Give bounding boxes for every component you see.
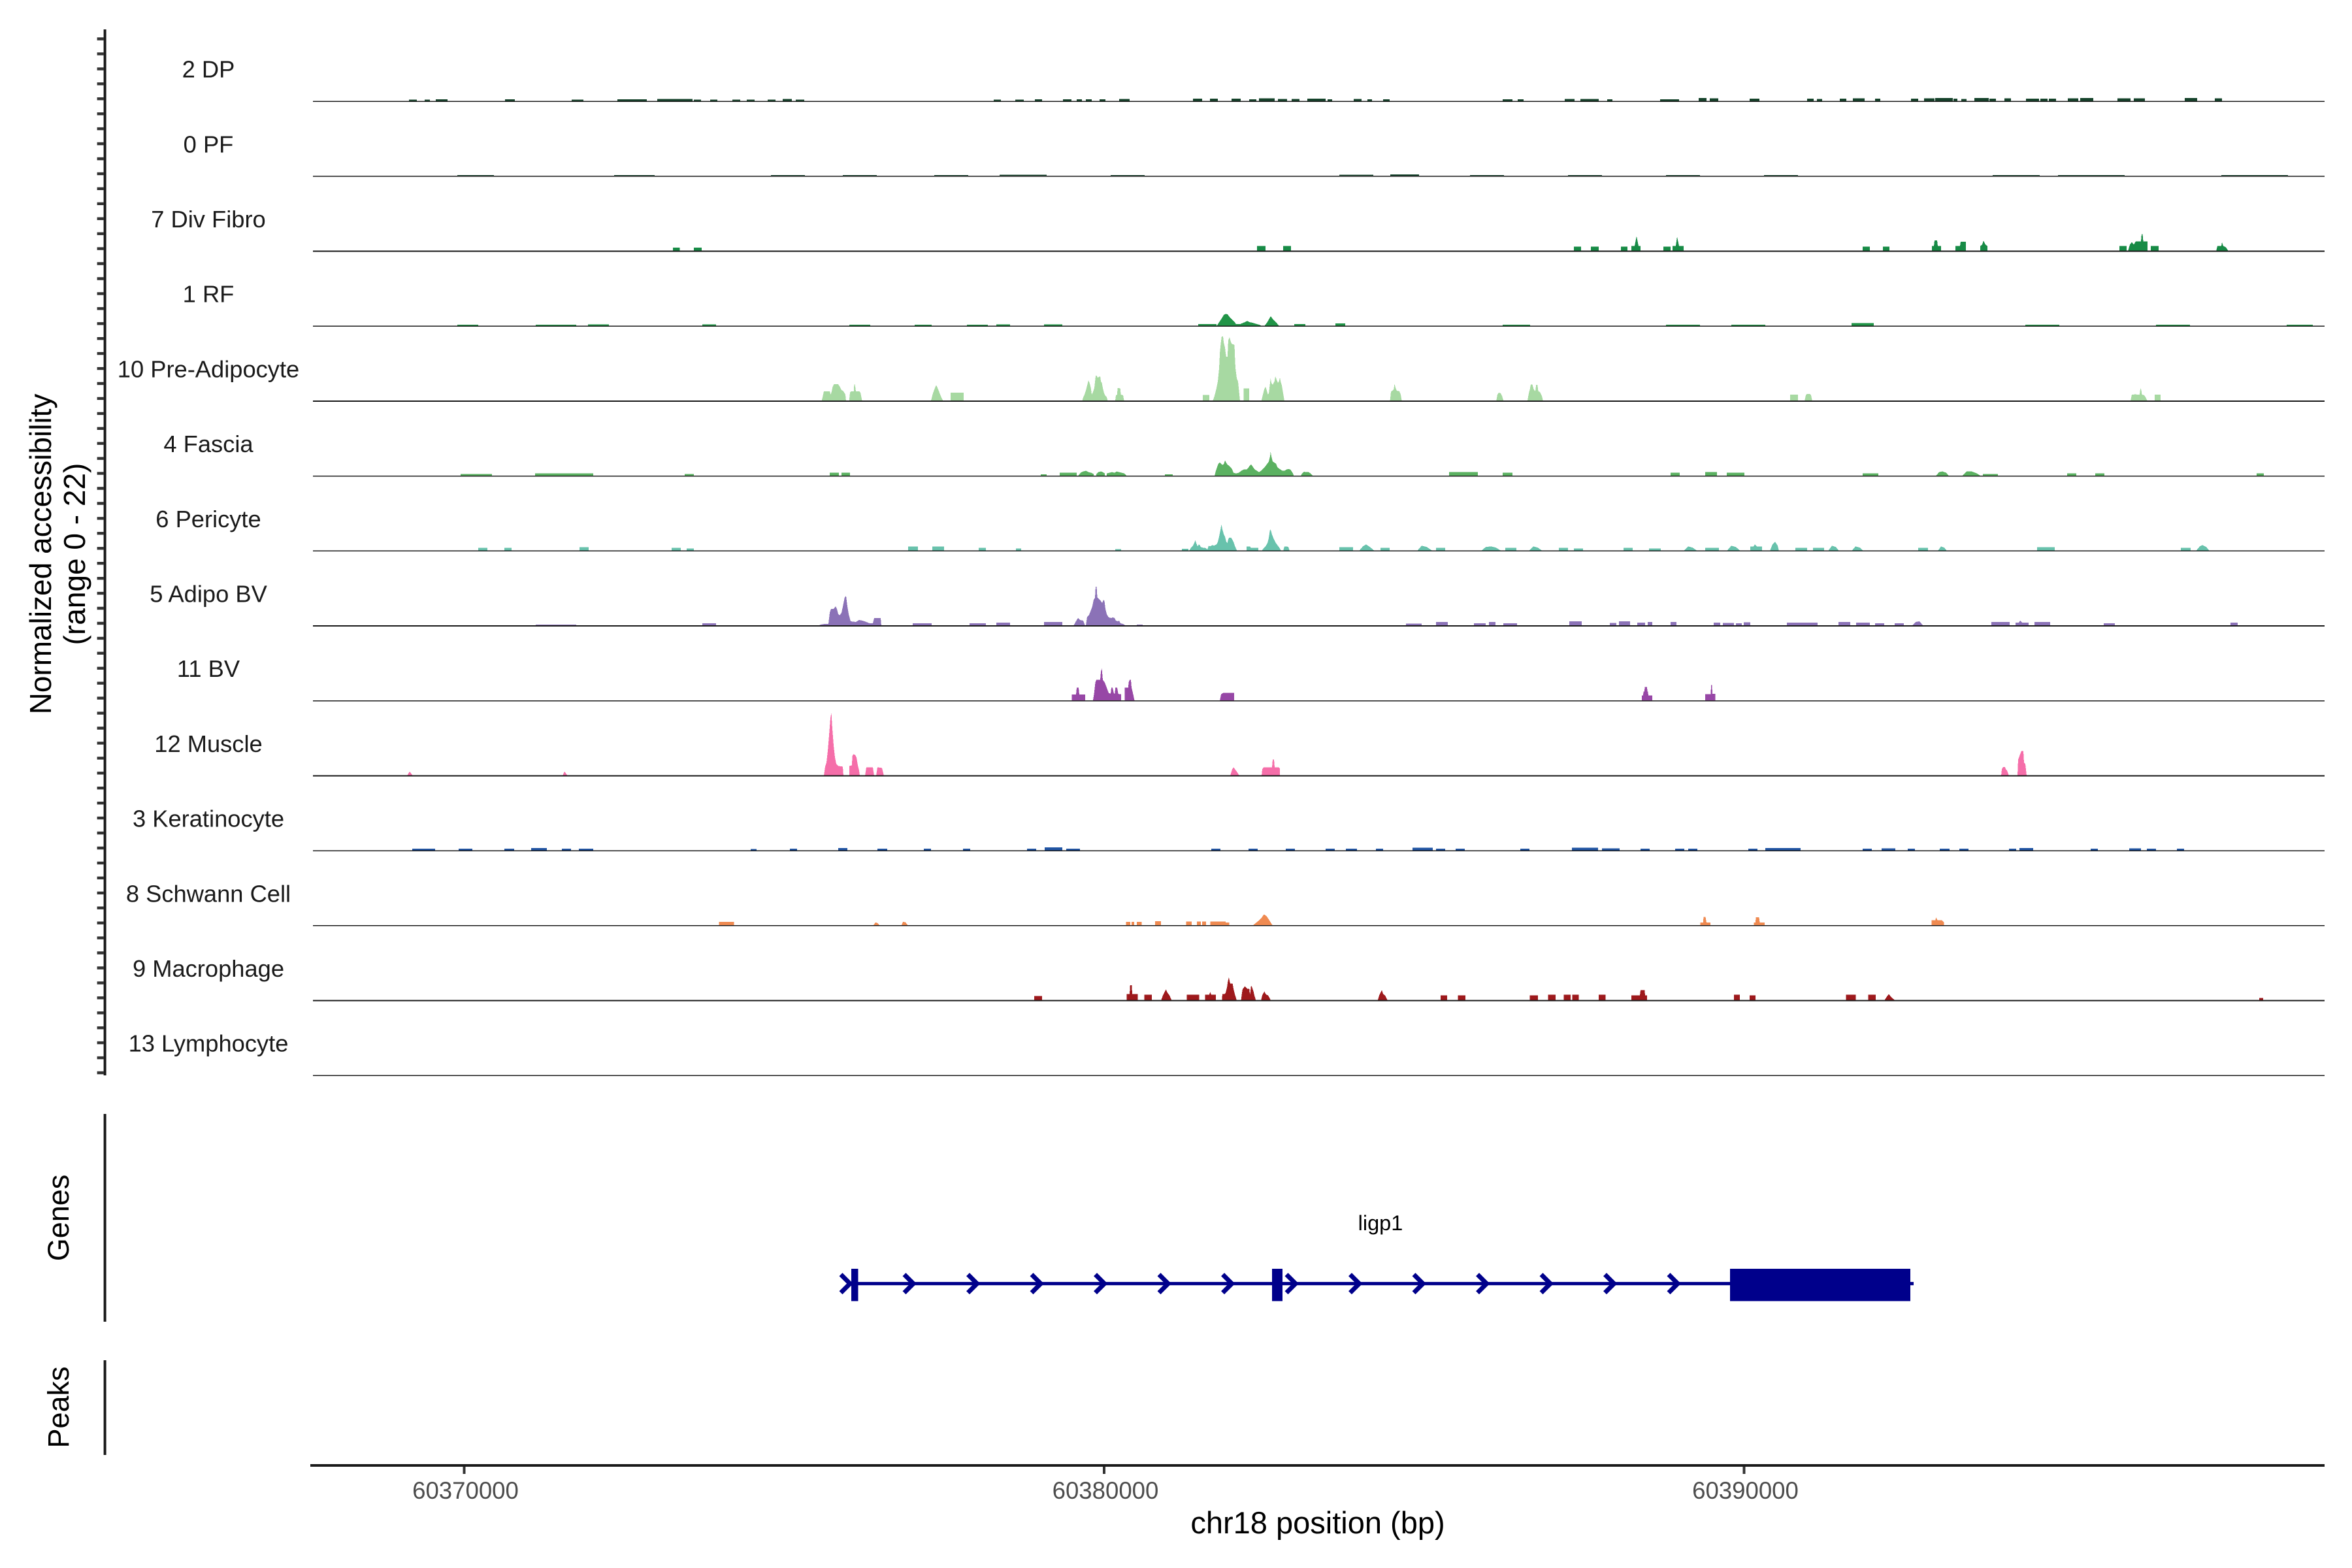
svg-text:12 Muscle: 12 Muscle <box>154 730 262 757</box>
svg-text:4 Fascia: 4 Fascia <box>163 431 253 457</box>
svg-text:(range 0 - 22): (range 0 - 22) <box>57 463 91 645</box>
svg-text:ligp1: ligp1 <box>1358 1211 1403 1235</box>
svg-text:13 Lymphocyte: 13 Lymphocyte <box>129 1030 289 1057</box>
svg-text:1 RF: 1 RF <box>183 281 235 308</box>
svg-text:8 Schwann Cell: 8 Schwann Cell <box>126 880 291 907</box>
svg-text:chr18 position (bp): chr18 position (bp) <box>1190 1505 1445 1540</box>
svg-text:10 Pre-Adipocyte: 10 Pre-Adipocyte <box>118 355 299 382</box>
svg-text:2 DP: 2 DP <box>182 56 235 83</box>
svg-text:Peaks: Peaks <box>42 1366 75 1448</box>
svg-text:60380000: 60380000 <box>1053 1477 1159 1504</box>
svg-text:3 Keratinocyte: 3 Keratinocyte <box>133 806 284 832</box>
svg-text:Normalized accessibility: Normalized accessibility <box>24 394 57 715</box>
svg-text:0 PF: 0 PF <box>184 131 234 157</box>
svg-text:5 Adipo BV: 5 Adipo BV <box>150 581 267 608</box>
svg-text:11 BV: 11 BV <box>177 655 240 682</box>
svg-text:Genes: Genes <box>42 1175 75 1262</box>
svg-text:60370000: 60370000 <box>412 1477 519 1504</box>
svg-text:60390000: 60390000 <box>1692 1477 1799 1504</box>
svg-text:9 Macrophage: 9 Macrophage <box>133 955 284 982</box>
svg-text:7 Div Fibro: 7 Div Fibro <box>151 206 265 233</box>
svg-text:6 Pericyte: 6 Pericyte <box>155 506 261 532</box>
